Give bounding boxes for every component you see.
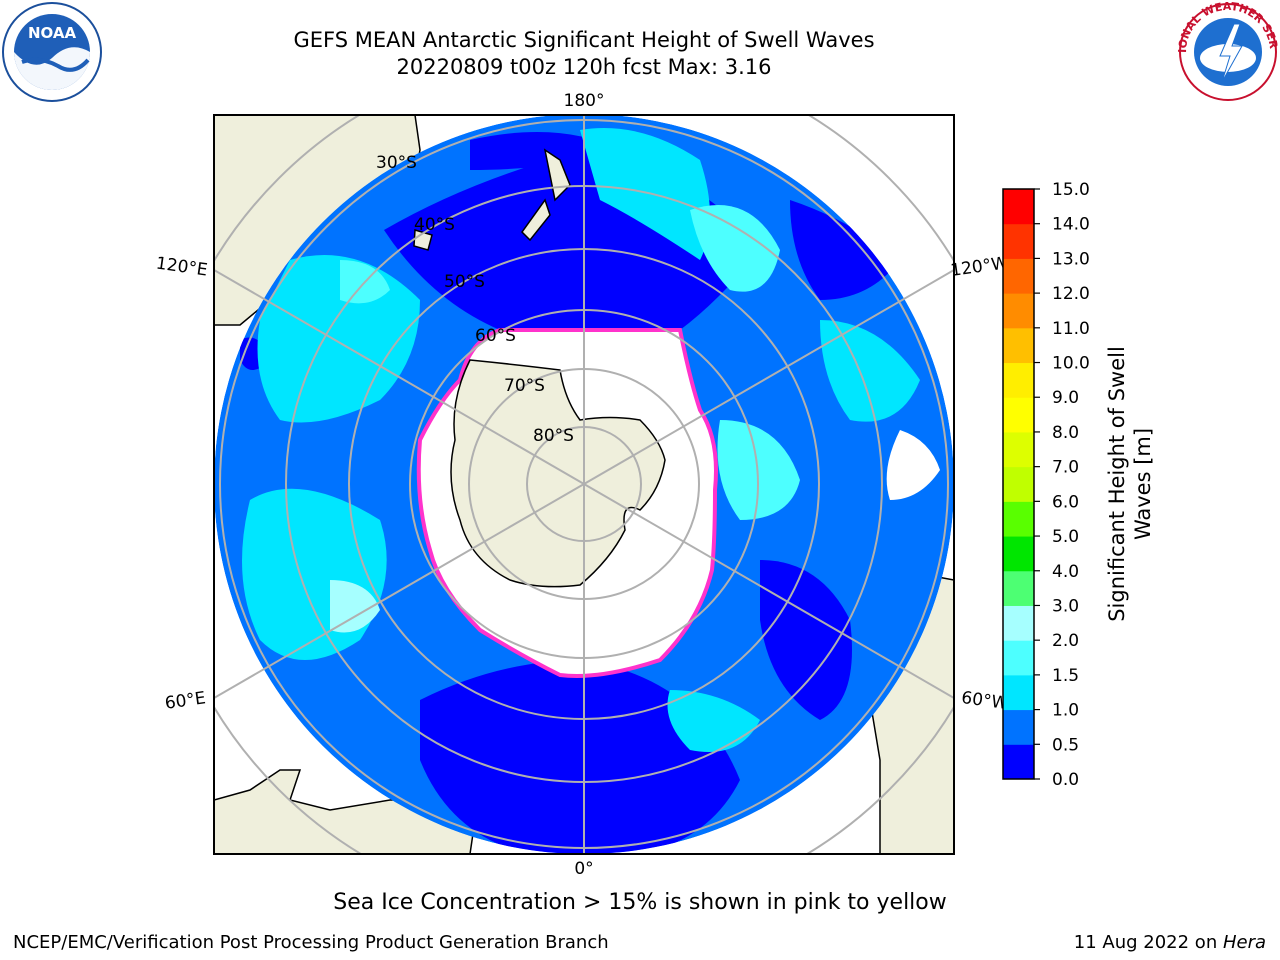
lon-label-0: 0° (574, 859, 593, 879)
colorbar-tick-label: 12.0 (1052, 284, 1090, 304)
colorbar-bin (1003, 258, 1034, 294)
colorbar-tick-label: 7.0 (1052, 458, 1079, 478)
colorbar-tick-label: 6.0 (1052, 492, 1079, 512)
noaa-logo-icon: NOAA (2, 2, 102, 102)
lon-label-60w: 60°W (960, 688, 1009, 714)
colorbar-tick-label: 0.0 (1052, 770, 1079, 790)
colorbar-frame (1002, 188, 1035, 780)
map-panel (214, 115, 954, 854)
colorbar-bin (1003, 744, 1034, 780)
colorbar-bin (1003, 501, 1034, 537)
lat-label-70s: 70°S (504, 376, 545, 396)
footer-host: Hera (1222, 932, 1266, 953)
colorbar-tick-label: 1.0 (1052, 701, 1079, 721)
footer-branch: NCEP/EMC/Verification Post Processing Pr… (13, 932, 609, 953)
colorbar-bin (1003, 189, 1034, 225)
colorbar-tick-label: 15.0 (1052, 180, 1090, 200)
sea-ice-note-text: Sea Ice Concentration > 15% is shown in … (333, 890, 947, 915)
nws-logo-icon: NATIONAL WEATHER SERVICE (1176, 0, 1280, 101)
colorbar-tick-label: 0.5 (1052, 735, 1079, 755)
lat-label-40s: 40°S (414, 215, 455, 235)
colorbar-tick-label: 2.0 (1052, 631, 1079, 651)
colorbar-tick-label: 13.0 (1052, 249, 1090, 269)
colorbar-bin (1003, 431, 1034, 468)
colorbar-bin (1003, 640, 1034, 676)
colorbar (1003, 189, 1034, 780)
lat-label-30s: 30°S (376, 153, 417, 173)
colorbar-tick-label: 5.0 (1052, 527, 1079, 547)
colorbar-bin (1003, 293, 1034, 329)
colorbar-bin (1003, 466, 1034, 502)
colorbar-tick-label: 9.0 (1052, 388, 1079, 408)
lat-label-60s: 60°S (475, 326, 516, 346)
colorbar-tick-label: 14.0 (1052, 215, 1090, 235)
lon-label-120e: 120°E (155, 254, 209, 281)
colorbar-tick-label: 10.0 (1052, 354, 1090, 374)
lat-label-50s: 50°S (444, 272, 485, 292)
colorbar-bin (1003, 709, 1034, 745)
colorbar-tick-label: 8.0 (1052, 423, 1079, 443)
colorbar-tick-label: 11.0 (1052, 319, 1090, 339)
colorbar-bin (1003, 605, 1034, 641)
new-zealand-land (521, 148, 571, 242)
colorbar-label-line2: Waves [m] (1131, 428, 1155, 540)
lon-label-60e: 60°E (164, 688, 207, 713)
lon-label-180: 180° (564, 91, 605, 111)
lat-label-80s: 80°S (533, 426, 574, 446)
noaa-logo-text: NOAA (28, 24, 77, 42)
colorbar-bin (1003, 327, 1034, 364)
colorbar-bin (1003, 570, 1034, 606)
map-frame (213, 114, 955, 855)
colorbar-ticks: 15.0 14.0 13.0 12.0 11.0 10.0 9.0 8.0 7.0 6.0 5.0 4… (1034, 180, 1090, 790)
colorbar-bin (1003, 397, 1034, 433)
colorbar-bin (1003, 536, 1034, 572)
footer-date-text: 11 Aug 2022 on (1073, 932, 1223, 953)
lon-label-120w: 120°W (949, 253, 1009, 281)
colorbar-label-line1: Significant Height of Swell (1105, 346, 1129, 622)
colorbar-bin (1003, 674, 1034, 711)
colorbar-bin (1003, 362, 1034, 398)
colorbar-bin (1003, 223, 1034, 259)
colorbar-tick-label: 3.0 (1052, 596, 1079, 616)
colorbar-tick-label: 1.5 (1052, 666, 1079, 686)
chart-subtitle: 20220809 t00z 120h fcst Max: 3.16 (396, 55, 772, 79)
sea-ice-note: Sea Ice Concentration > 15% is shown in … (0, 890, 1280, 915)
colorbar-tick-label: 4.0 (1052, 562, 1079, 582)
footer-date: 11 Aug 2022 on Hera (1074, 932, 1266, 953)
chart-title: GEFS MEAN Antarctic Significant Height o… (293, 28, 875, 52)
graticule (214, 115, 954, 854)
